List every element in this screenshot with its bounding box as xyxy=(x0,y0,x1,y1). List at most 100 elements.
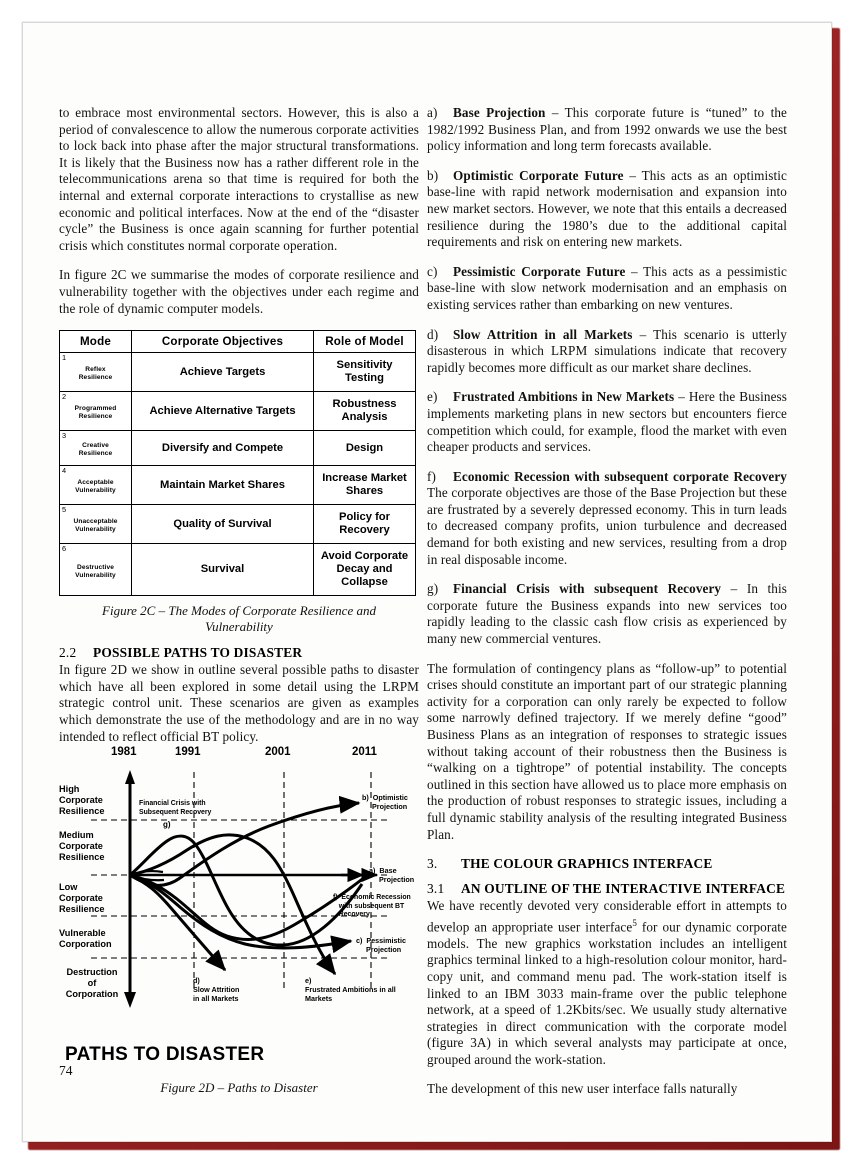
table-row: 1 Reflex Resilience Achieve Targets Sensitiv… xyxy=(59,352,416,393)
mode-index: 3 xyxy=(62,431,67,441)
mode-index: 2 xyxy=(62,392,67,402)
x-tick-2011: 2011 xyxy=(352,746,377,759)
footnote-marker-5: 5 xyxy=(632,917,637,928)
series-financial-crisis-recovery xyxy=(129,834,364,947)
series-origin-fan-1 xyxy=(129,870,164,877)
mode-index: 4 xyxy=(62,466,67,476)
cell-role: Robustness Analysis xyxy=(313,391,416,432)
section-2-2-paragraph: In figure 2D we show in outline several … xyxy=(59,662,419,744)
scenario-item: a) Base Projection – This corporate futur… xyxy=(427,105,787,155)
series-optimistic-projection xyxy=(129,795,361,887)
left-paragraph-1: to embrace most environmental sectors. H… xyxy=(59,105,419,253)
scenario-list: a) Base Projection – This corporate futur… xyxy=(427,105,787,648)
scenario-item: f) Economic Recession with subsequent cor… xyxy=(427,469,787,569)
table-row: 6 Destructive Vulnerability Survival Avoid C… xyxy=(59,543,416,597)
mode-name: Programmed Resilience xyxy=(74,405,117,421)
cell-mode: 5 Unacceptable Vulnerability xyxy=(59,504,132,545)
scenario-title: Financial Crisis with subsequent Recover… xyxy=(453,581,722,597)
page-number: 74 xyxy=(59,1063,73,1078)
mode-name: Destructive Vulnerability xyxy=(75,563,116,579)
cell-role: Design xyxy=(313,430,416,467)
cell-objective: Achieve Alternative Targets xyxy=(131,391,314,432)
scenario-letter: c) xyxy=(427,263,438,279)
col-header-objectives: Corporate Objectives xyxy=(131,330,314,354)
table-row: 4 Acceptable Vulnerability Maintain Market … xyxy=(59,465,416,506)
mode-name: Creative Resilience xyxy=(78,442,113,458)
x-tick-2001: 2001 xyxy=(265,746,291,759)
scenario-item: d) Slow Attrition in all Markets – This s… xyxy=(427,327,787,377)
chart-gridlines-vertical xyxy=(193,772,372,991)
table-header-row: Mode Corporate Objectives Role of Model xyxy=(59,330,416,354)
mode-name: Reflex Resilience xyxy=(78,366,113,382)
scenario-text: – This acts as a pessimistic base-line w… xyxy=(427,263,787,312)
cell-role: Avoid Corporate Decay and Collapse xyxy=(313,543,416,597)
x-tick-1991: 1991 xyxy=(175,746,201,759)
mode-index: 6 xyxy=(62,544,67,554)
section-3-number: 3. xyxy=(427,856,438,872)
cell-role: Sensitivity Testing xyxy=(313,352,416,393)
scenario-item: c) Pessimistic Corporate Future – This ac… xyxy=(427,264,787,314)
col-header-role: Role of Model xyxy=(313,330,416,354)
mode-index: 1 xyxy=(62,353,67,363)
paragraph-formulation: The formulation of contingency plans as … xyxy=(427,660,787,842)
series-economic-recession-recovery xyxy=(129,873,366,942)
scenario-title: Slow Attrition in all Markets xyxy=(453,326,633,342)
cell-objective: Maintain Market Shares xyxy=(131,465,314,506)
mode-name: Unacceptable Vulnerability xyxy=(73,518,118,534)
scenario-title: Economic Recession with subsequent corpo… xyxy=(453,468,787,484)
chart-title: PATHS TO DISASTER xyxy=(65,1044,265,1066)
scenario-text: – This corporate future is “tuned” to th… xyxy=(427,105,787,154)
table-row: 3 Creative Resilience Diversify and Compete… xyxy=(59,430,416,467)
scenario-text: – In this corporate future the Business … xyxy=(427,581,787,647)
cell-objective: Survival xyxy=(131,543,314,597)
figure-2c-caption-line2: Vulnerability xyxy=(205,619,273,635)
cell-mode: 6 Destructive Vulnerability xyxy=(59,543,132,597)
modes-table: Mode Corporate Objectives Role of Model … xyxy=(59,330,416,597)
cell-mode: 4 Acceptable Vulnerability xyxy=(59,465,132,506)
figure-2c: Mode Corporate Objectives Role of Model … xyxy=(59,330,419,597)
mode-index: 5 xyxy=(62,505,67,515)
left-column: to embrace most environmental sectors. H… xyxy=(59,105,419,1106)
section-3-title: THE COLOUR GRAPHICS INTERFACE xyxy=(461,856,713,872)
scenario-title: Pessimistic Corporate Future xyxy=(453,263,626,279)
figure-2d-caption: Figure 2D – Paths to Disaster xyxy=(160,1080,318,1096)
cell-role: Policy for Recovery xyxy=(313,504,416,545)
cell-mode: 1 Reflex Resilience xyxy=(59,352,132,393)
scenario-text: – This scenario is utterly disasterous i… xyxy=(427,326,787,375)
mode-name: Acceptable Vulnerability xyxy=(75,479,116,495)
scenario-title: Frustrated Ambitions in New Markets xyxy=(453,389,675,405)
cell-objective: Achieve Targets xyxy=(131,352,314,393)
scenario-item: e) Frustrated Ambitions in New Markets – … xyxy=(427,389,787,455)
section-3-1-paragraph: We have recently devoted very considerab… xyxy=(427,898,787,1068)
section-3-1-number: 3.1 xyxy=(427,881,445,897)
scenario-text: The corporate objectives are those of th… xyxy=(427,485,787,567)
paths-to-disaster-chart xyxy=(91,770,389,1009)
series-slow-attrition xyxy=(129,873,227,972)
cell-objective: Quality of Survival xyxy=(131,504,314,545)
table-row: 2 Programmed Resilience Achieve Alternative… xyxy=(59,391,416,432)
scenario-letter: d) xyxy=(427,326,439,342)
scenario-title: Base Projection xyxy=(453,105,546,120)
right-column: a) Base Projection – This corporate futur… xyxy=(427,105,787,1111)
scenario-text: – This acts as an optimistic base-line w… xyxy=(427,167,787,250)
section-2-2-number: 2.2 xyxy=(59,645,77,661)
x-tick-1981: 1981 xyxy=(111,746,137,759)
series-origin-fan-2 xyxy=(129,874,165,882)
scenario-letter: b) xyxy=(427,167,439,183)
cell-mode: 2 Programmed Resilience xyxy=(59,391,132,432)
section-3-1-title: AN OUTLINE OF THE INTERACTIVE INTERFACE xyxy=(461,881,786,897)
left-paragraph-2: In figure 2C we summarise the modes of c… xyxy=(59,267,419,316)
scenario-item: b) Optimistic Corporate Future – This act… xyxy=(427,168,787,251)
table-row: 5 Unacceptable Vulnerability Quality of Sur… xyxy=(59,504,416,545)
series-pessimistic-projection xyxy=(129,873,353,954)
section-3-1-text-a: We have recently devoted very considerab… xyxy=(427,898,787,935)
col-header-mode: Mode xyxy=(59,330,132,354)
section-3-heading: 3. THE COLOUR GRAPHICS INTERFACE xyxy=(427,856,787,872)
document-page: to embrace most environmental sectors. H… xyxy=(22,22,832,1142)
section-2-2-title: POSSIBLE PATHS TO DISASTER xyxy=(93,645,303,661)
section-3-1-text-b: for our dynamic corporate models. The ne… xyxy=(427,919,787,1067)
section-2-2-heading: 2.2 POSSIBLE PATHS TO DISASTER xyxy=(59,645,419,661)
scenario-title: Optimistic Corporate Future xyxy=(453,167,624,183)
figure-2c-caption: Figure 2C – The Modes of Corporate Resil… xyxy=(59,603,419,635)
cell-mode: 3 Creative Resilience xyxy=(59,430,132,467)
